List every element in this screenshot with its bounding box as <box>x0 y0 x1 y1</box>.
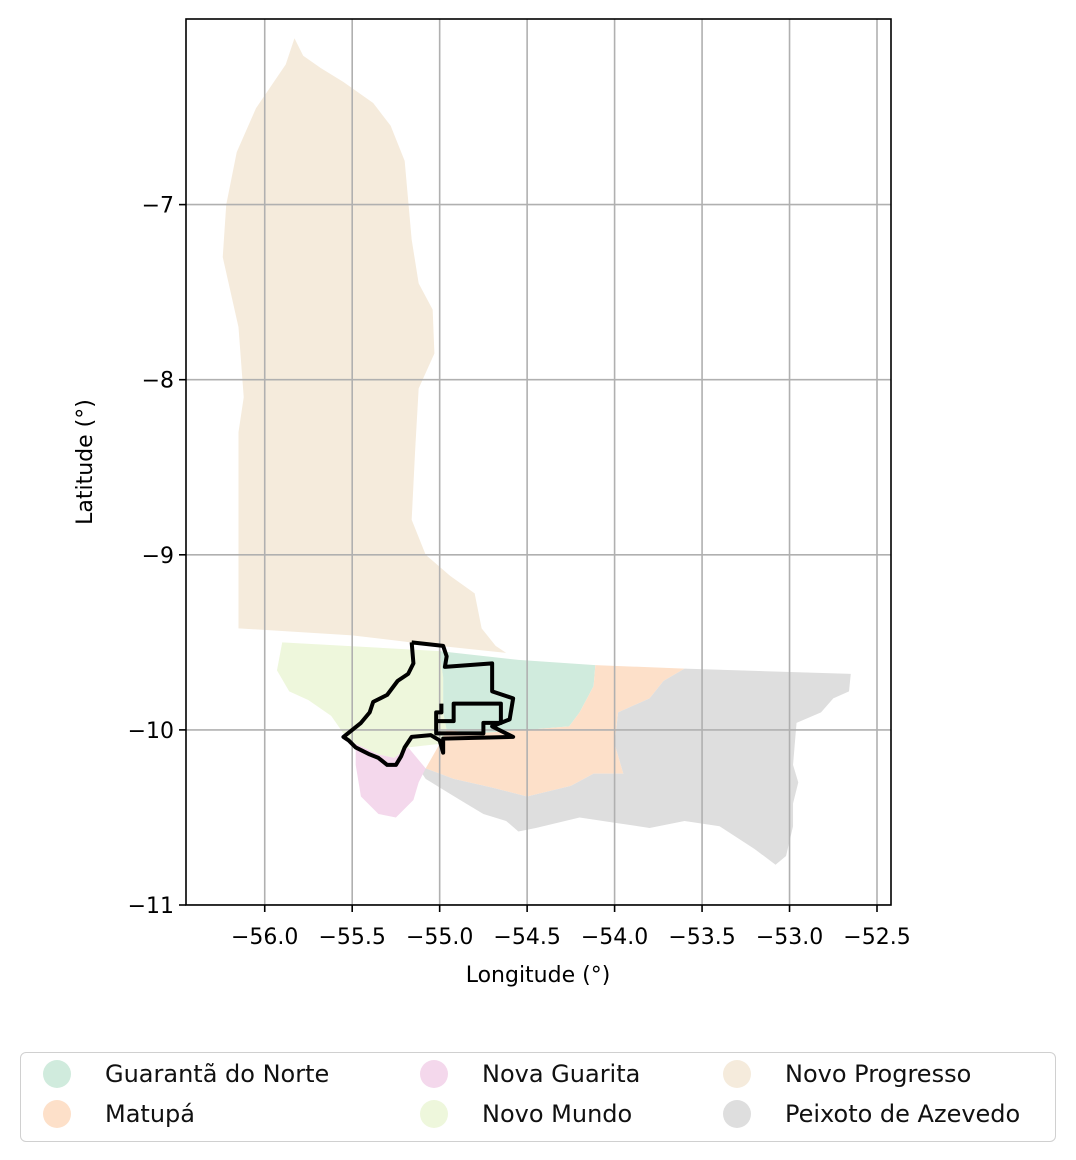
legend-label: Novo Mundo <box>482 1100 633 1128</box>
legend-label: Guarantã do Norte <box>105 1060 330 1088</box>
x-axis-label: Longitude (°) <box>466 963 611 988</box>
y-tick-label: −7 <box>142 194 174 219</box>
x-tick-label: −54.5 <box>493 925 560 950</box>
x-tick-label: −53.5 <box>668 925 735 950</box>
legend-marker-matupa <box>43 1100 71 1128</box>
legend-marker-guaranta <box>43 1060 71 1088</box>
region-guaranta-do-norte <box>439 651 596 734</box>
legend-label: Novo Progresso <box>785 1060 972 1088</box>
region-nova-guarita <box>355 743 426 818</box>
legend-marker-novo-mundo <box>420 1100 448 1128</box>
legend-item: Peixoto de Azevedo <box>701 1096 1020 1132</box>
regions-layer <box>222 38 851 865</box>
map-figure: −56.0 −55.5 −55.0 −54.5 −54.0 −53.5 −53.0 −52.5… <box>73 18 911 988</box>
y-axis-label: Latitude (°) <box>73 399 98 525</box>
region-matupa <box>425 665 685 797</box>
x-tick-label: −55.0 <box>406 925 473 950</box>
y-axis-ticks: −7 −8 −9 −10 −11 <box>128 194 186 919</box>
y-tick-label: −9 <box>142 544 174 569</box>
x-tick-label: −56.0 <box>231 925 298 950</box>
grid-layer <box>186 19 891 905</box>
legend-label: Peixoto de Azevedo <box>785 1100 1021 1128</box>
highlight-outline <box>341 640 516 767</box>
x-tick-label: −54.0 <box>581 925 648 950</box>
y-tick-label: −10 <box>128 719 174 744</box>
x-tick-label: −55.5 <box>318 925 385 950</box>
x-tick-label: −53.0 <box>756 925 823 950</box>
legend-marker-nova-guarita <box>420 1060 448 1088</box>
legend-item: Novo Progresso <box>701 1056 971 1092</box>
legend-label: Matupá <box>105 1100 195 1128</box>
outline-layer <box>341 640 516 767</box>
highlight-outline <box>434 701 503 736</box>
plot-frame <box>185 18 892 906</box>
legend-marker-novo-progresso <box>723 1060 751 1088</box>
region-novo-progresso <box>222 38 507 653</box>
region-novo-mundo <box>276 642 447 758</box>
x-axis-ticks: −56.0 −55.5 −55.0 −54.5 −54.0 −53.5 −53.0 −52.5 <box>231 905 911 950</box>
legend-label: Nova Guarita <box>482 1060 641 1088</box>
y-tick-label: −8 <box>142 369 174 394</box>
y-tick-label: −11 <box>128 894 174 919</box>
legend: Guarantã do Norte Matupá Nova Guarita No… <box>20 1052 1056 1142</box>
legend-marker-peixoto <box>723 1100 751 1128</box>
legend-item: Guarantã do Norte <box>21 1056 329 1092</box>
x-tick-label: −52.5 <box>843 925 910 950</box>
legend-item: Matupá <box>21 1096 195 1132</box>
legend-item: Novo Mundo <box>398 1096 632 1132</box>
legend-item: Nova Guarita <box>398 1056 640 1092</box>
